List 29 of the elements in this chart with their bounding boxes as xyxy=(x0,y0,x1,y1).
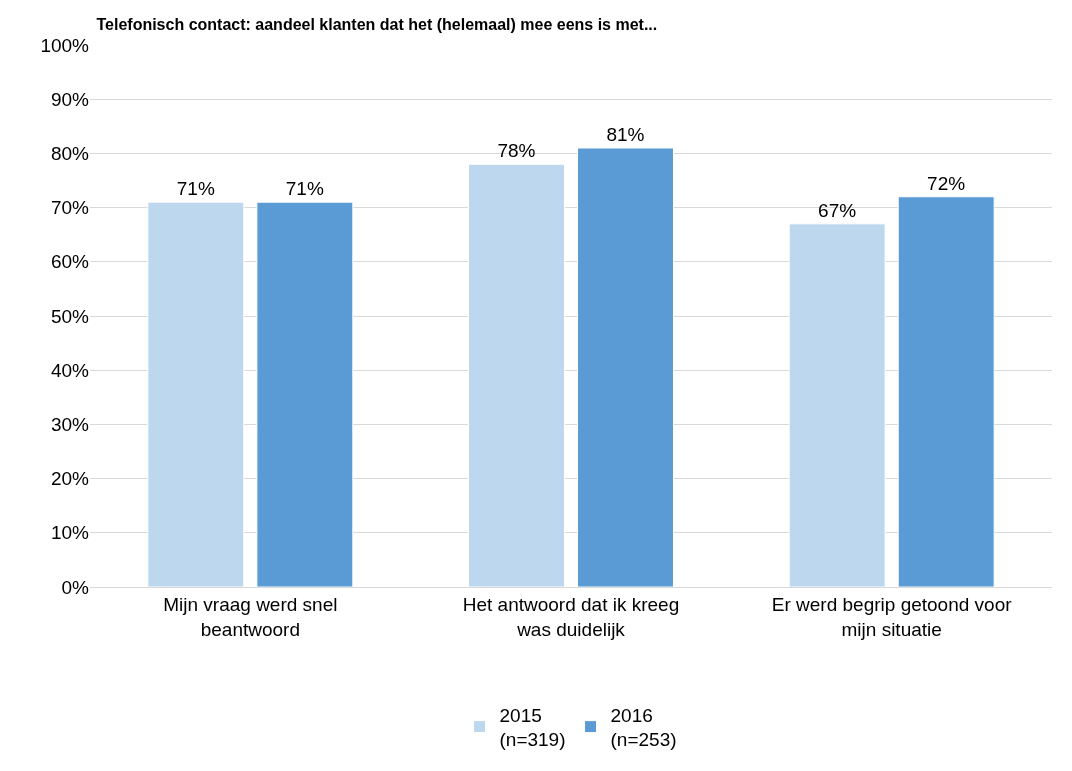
y-tick-label: 30% xyxy=(50,414,90,436)
bar xyxy=(788,223,886,587)
data-label: 78% xyxy=(497,140,536,162)
legend-label: 2016 (n=253) xyxy=(610,704,677,751)
bar xyxy=(468,163,565,587)
data-label: 72% xyxy=(927,172,966,194)
chart-title: Telefonisch contact: aandeel klanten dat het (helemaal) mee eens is met... xyxy=(96,16,658,34)
bar xyxy=(577,147,674,587)
bar xyxy=(147,201,245,587)
data-label: 81% xyxy=(606,123,645,145)
y-tick-label: 70% xyxy=(50,197,90,219)
data-label: 67% xyxy=(818,199,857,221)
y-tick-label: 100% xyxy=(40,34,90,56)
x-tick-label: Het antwoord dat ik kreeg was duidelijk xyxy=(462,593,680,640)
y-tick-label: 50% xyxy=(50,305,90,327)
data-label: 71% xyxy=(285,178,324,200)
x-tick-label: Er werd begrip getoond voor mijn situatie xyxy=(771,593,1013,640)
legend-label: 2015 (n=319) xyxy=(499,704,566,751)
y-tick-label: 10% xyxy=(50,522,90,544)
x-tick-label: Mijn vraag werd snel beantwoord xyxy=(163,593,338,640)
y-tick-label: 80% xyxy=(50,143,90,165)
y-tick-label: 20% xyxy=(50,468,90,490)
bar xyxy=(897,196,995,587)
bar xyxy=(256,201,354,587)
y-tick-label: 0% xyxy=(61,576,90,598)
y-tick-label: 90% xyxy=(50,88,90,110)
y-tick-label: 60% xyxy=(50,251,90,273)
data-label: 71% xyxy=(176,178,215,200)
y-tick-label: 40% xyxy=(50,359,90,381)
